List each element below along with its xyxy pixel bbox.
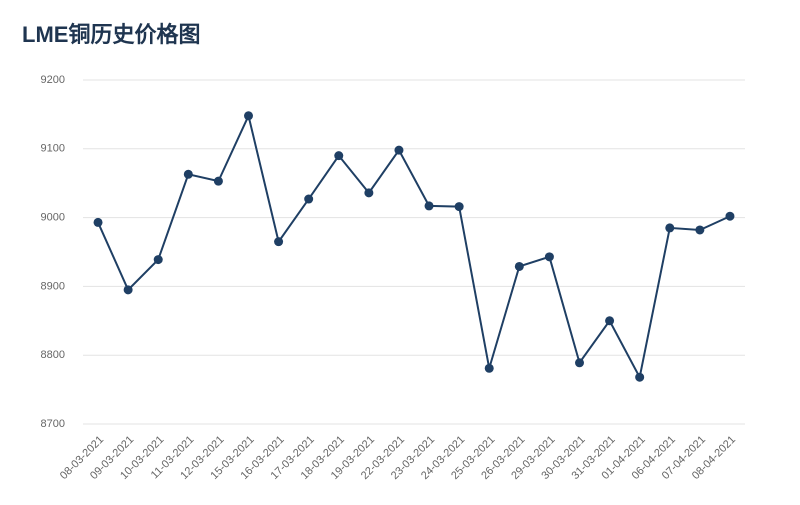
y-tick-label: 9000 — [41, 212, 65, 224]
y-tick-label: 9200 — [41, 74, 65, 86]
point — [394, 145, 404, 155]
y-tick-label: 8800 — [41, 349, 65, 361]
point — [123, 285, 133, 295]
point — [334, 151, 344, 161]
y-tick-label: 8900 — [41, 280, 65, 292]
point — [665, 223, 675, 233]
y-tick-label: 9100 — [41, 143, 65, 155]
point — [635, 372, 645, 382]
point — [454, 202, 464, 212]
point — [93, 217, 103, 227]
point — [244, 111, 253, 121]
y-tick-label: 8700 — [41, 418, 65, 430]
point — [544, 252, 554, 262]
line — [97, 112, 731, 381]
point — [424, 201, 434, 211]
point — [725, 211, 735, 221]
point — [274, 237, 284, 247]
point — [153, 255, 163, 265]
point — [575, 358, 584, 368]
point — [304, 194, 314, 204]
point — [213, 176, 223, 186]
chart-title: LME铜历史价格图 — [22, 22, 200, 47]
point — [514, 261, 524, 271]
point — [695, 225, 705, 235]
point — [183, 169, 193, 179]
point — [364, 188, 374, 198]
point — [605, 316, 615, 326]
point — [484, 363, 494, 373]
